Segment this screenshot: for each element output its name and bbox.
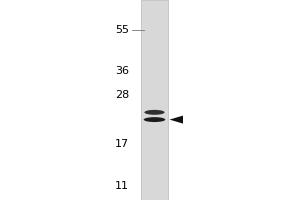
Bar — [141, 0, 168, 200]
Text: 17: 17 — [115, 139, 129, 149]
Text: 55: 55 — [115, 25, 129, 35]
Text: 11: 11 — [115, 181, 129, 191]
Text: 36: 36 — [115, 66, 129, 76]
Ellipse shape — [144, 117, 165, 122]
Text: 28: 28 — [115, 90, 129, 100]
Ellipse shape — [144, 110, 165, 115]
Polygon shape — [169, 116, 183, 124]
